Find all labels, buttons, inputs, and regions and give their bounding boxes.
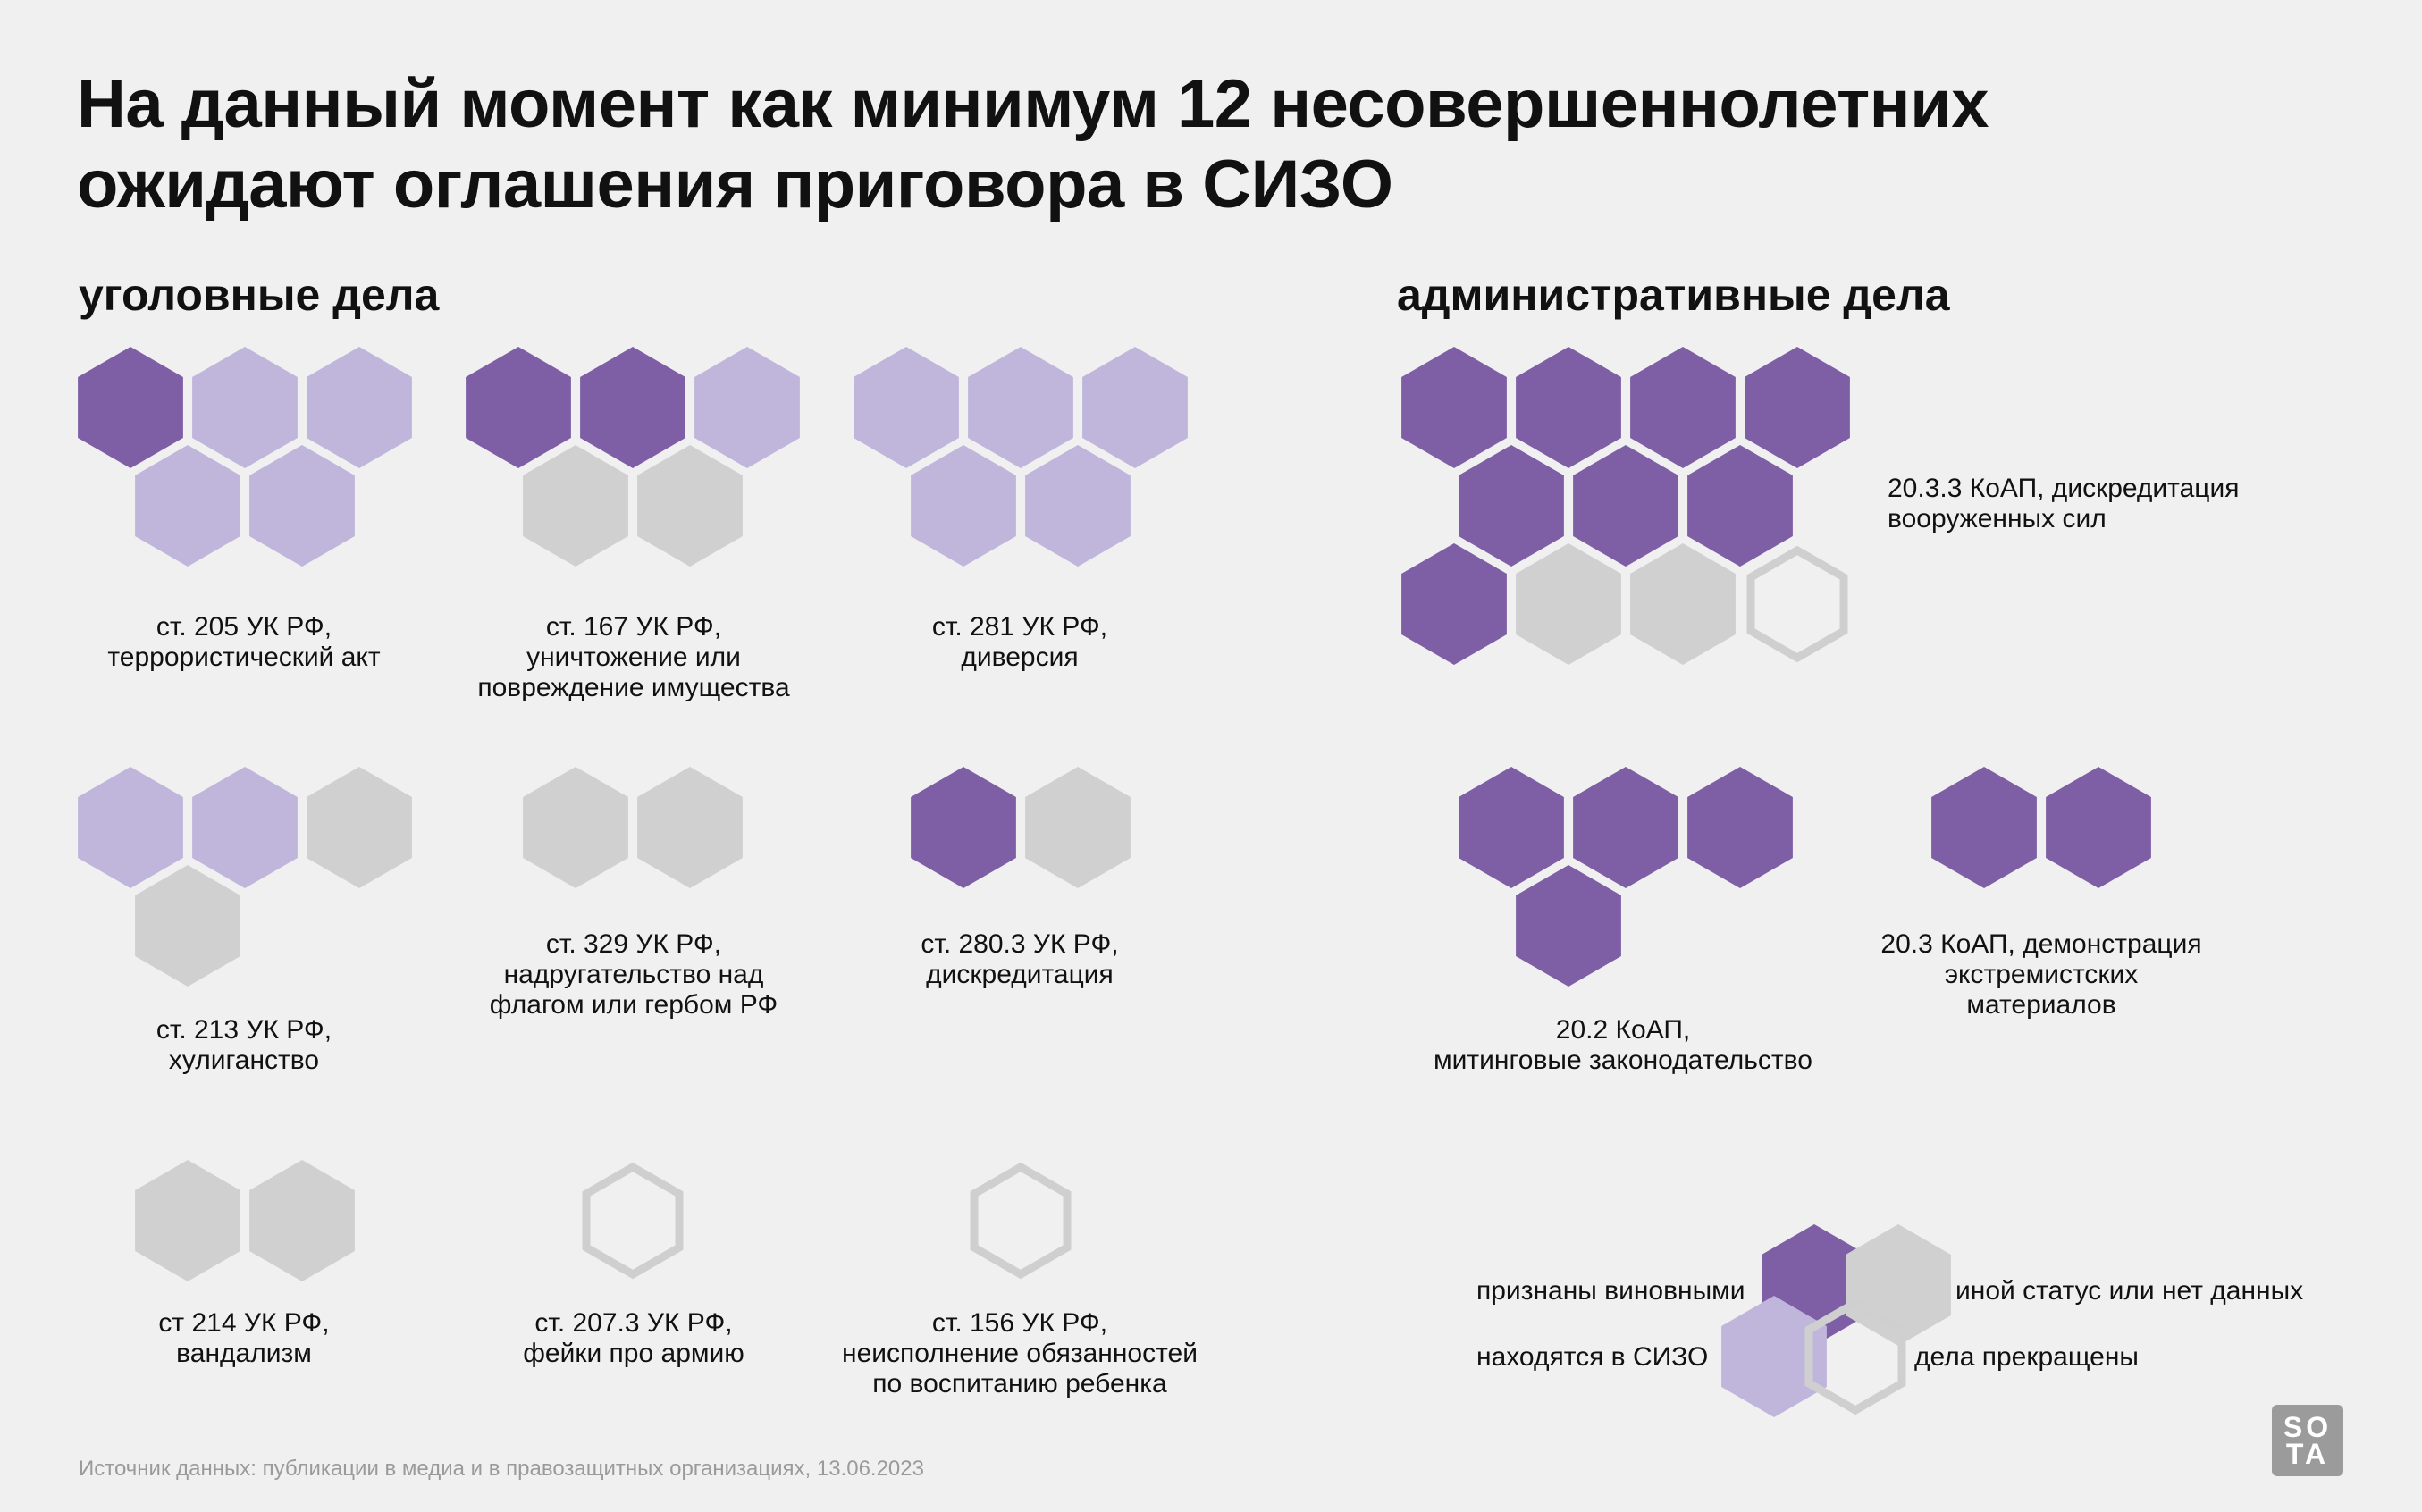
- legend-label-other: иной статус или нет данных: [1955, 1276, 2304, 1306]
- hex-koap20-2-convicted: [1459, 767, 1564, 888]
- hex-art205-in-detention: [192, 347, 298, 468]
- source-note: Источник данных: публикации в медиа и в …: [79, 1457, 924, 1481]
- group-label-art205: ст. 205 УК РФ, террористический акт: [107, 612, 381, 672]
- hex-art280-3-convicted: [911, 767, 1016, 888]
- hex-art205-convicted: [78, 347, 183, 468]
- hex-art213-other: [135, 865, 240, 987]
- hex-art167-other: [637, 445, 743, 567]
- group-label-art281: ст. 281 УК РФ, диверсия: [931, 612, 1108, 672]
- hex-koap20-3-3-convicted: [1516, 347, 1621, 468]
- hex-art205-in-detention: [249, 445, 355, 567]
- hex-art214-other: [135, 1160, 240, 1281]
- hex-art214-other: [249, 1160, 355, 1281]
- hex-koap20-3-3-other: [1630, 543, 1736, 665]
- title-line-2: ожидают оглашения приговора в СИЗО: [77, 147, 1393, 223]
- hex-koap20-2-convicted: [1687, 767, 1793, 888]
- group-label-art213: ст. 213 УК РФ, хулиганство: [156, 1015, 332, 1075]
- hex-art281-in-detention: [1082, 347, 1188, 468]
- hex-art167-other: [523, 445, 628, 567]
- hex-koap20-2-convicted: [1516, 865, 1621, 987]
- group-label-art280-3: ст. 280.3 УК РФ, дискредитация: [921, 929, 1119, 989]
- hex-koap20-2-convicted: [1573, 767, 1678, 888]
- legend-label-dropped: дела прекращены: [1914, 1342, 2139, 1372]
- hex-art213-other: [307, 767, 412, 888]
- group-label-koap20-2: 20.2 КоАП, митинговые законодательство: [1434, 1015, 1812, 1075]
- hex-koap20-3-convicted: [2046, 767, 2151, 888]
- title-line-1: На данный момент как минимум 12 несоверш…: [77, 66, 1989, 142]
- hex-koap20-3-3-convicted: [1687, 445, 1793, 567]
- hex-art205-in-detention: [307, 347, 412, 468]
- logo-line-2: TA: [2285, 1438, 2330, 1470]
- hex-koap20-3-3-dropped: [1746, 545, 1848, 663]
- page-title: На данный момент как минимум 12 несоверш…: [77, 64, 2311, 225]
- hex-art207-3-dropped: [582, 1162, 684, 1280]
- legend-hex-dropped: [1804, 1298, 1906, 1415]
- hex-art167-in-detention: [694, 347, 800, 468]
- section-heading-criminal: уголовные дела: [79, 270, 440, 320]
- group-label-art167: ст. 167 УК РФ, уничтожение или поврежден…: [477, 612, 790, 702]
- logo: SO TA: [2272, 1405, 2343, 1476]
- hex-art167-convicted: [466, 347, 571, 468]
- section-heading-administrative: административные дела: [1397, 270, 1950, 320]
- hex-koap20-3-3-convicted: [1401, 347, 1507, 468]
- hex-art329-other: [637, 767, 743, 888]
- legend-hex-in-detention: [1721, 1296, 1827, 1417]
- hex-koap20-3-3-convicted: [1401, 543, 1507, 665]
- group-label-koap20-3: 20.3 КоАП, демонстрация экстремистских м…: [1880, 929, 2202, 1020]
- group-label-art156: ст. 156 УК РФ, неисполнение обязанностей…: [842, 1308, 1198, 1399]
- hex-art281-in-detention: [854, 347, 959, 468]
- hex-art281-in-detention: [911, 445, 1016, 567]
- hex-koap20-3-3-other: [1516, 543, 1621, 665]
- legend-label-in-detention: находятся в СИЗО: [1476, 1342, 1709, 1372]
- hex-art213-in-detention: [78, 767, 183, 888]
- hex-art280-3-other: [1025, 767, 1131, 888]
- hex-art213-in-detention: [192, 767, 298, 888]
- group-label-art329: ст. 329 УК РФ, надругательство над флаго…: [489, 929, 778, 1020]
- group-label-art214: ст 214 УК РФ, вандализм: [158, 1308, 330, 1368]
- group-label-art207-3: ст. 207.3 УК РФ, фейки про армию: [523, 1308, 744, 1368]
- legend-label-convicted: признаны виновными: [1476, 1276, 1745, 1306]
- hex-koap20-3-3-convicted: [1745, 347, 1850, 468]
- hex-koap20-3-convicted: [1931, 767, 2037, 888]
- logo-line-1: SO: [2283, 1411, 2333, 1443]
- hex-art281-in-detention: [1025, 445, 1131, 567]
- hex-koap20-3-3-convicted: [1459, 445, 1564, 567]
- hex-art281-in-detention: [968, 347, 1073, 468]
- hex-art329-other: [523, 767, 628, 888]
- hex-koap20-3-3-convicted: [1573, 445, 1678, 567]
- hex-koap20-3-3-convicted: [1630, 347, 1736, 468]
- hex-art167-convicted: [580, 347, 685, 468]
- hex-art205-in-detention: [135, 445, 240, 567]
- group-label-koap20-3-3: 20.3.3 КоАП, дискредитация вооруженных с…: [1888, 474, 2240, 533]
- hex-art156-dropped: [970, 1162, 1072, 1280]
